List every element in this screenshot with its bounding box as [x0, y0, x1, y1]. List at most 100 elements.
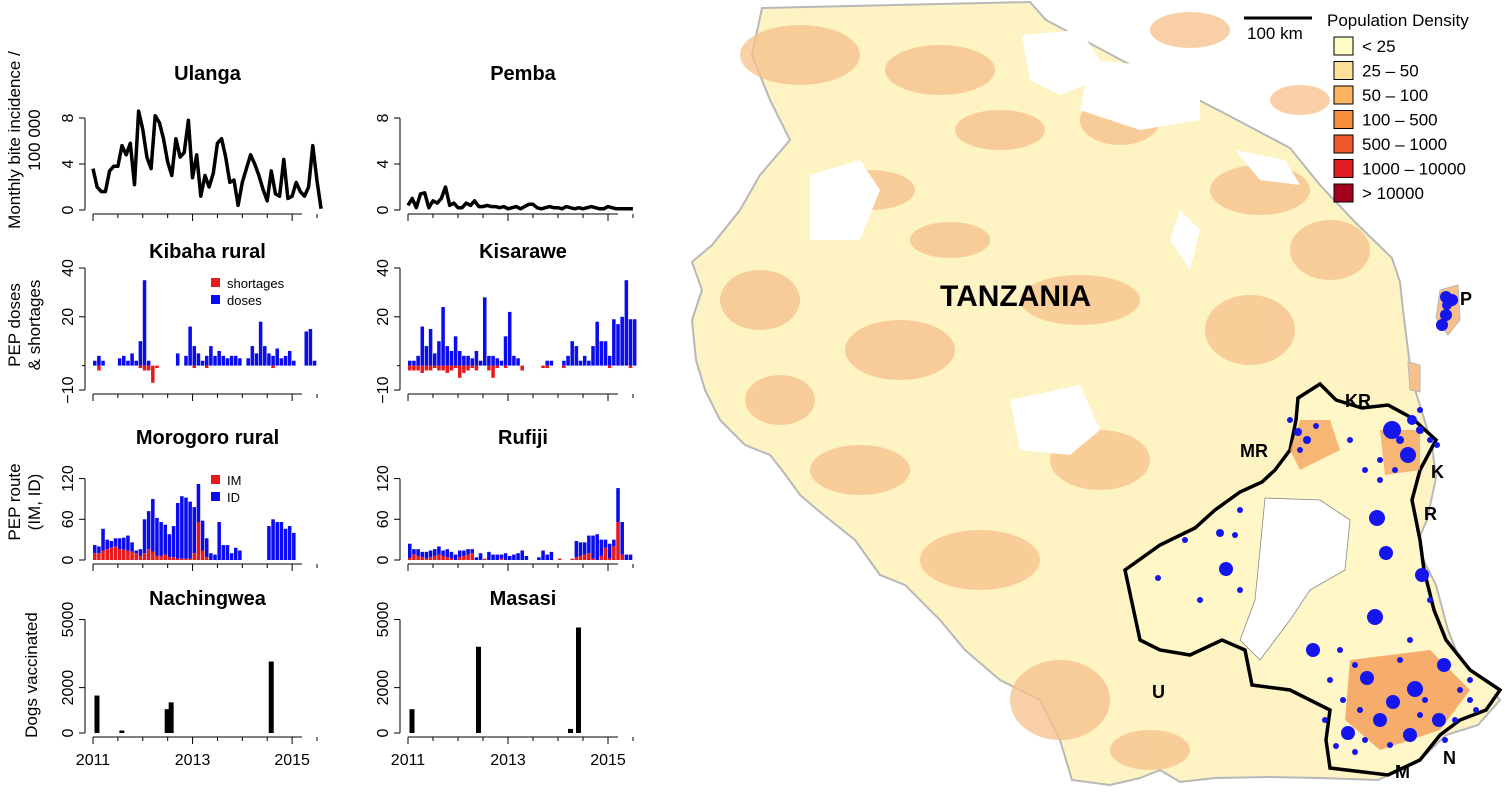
bar-doses [570, 341, 574, 366]
legend-swatch [1333, 134, 1354, 154]
bar-im [570, 558, 574, 560]
bar-id [109, 541, 114, 548]
bar-id [283, 528, 288, 560]
bar-id [516, 553, 520, 560]
facility-point [1407, 681, 1423, 697]
bar-doses [97, 355, 101, 366]
y-axis-label: (IM, ID) [25, 474, 44, 531]
bar-doses [595, 321, 599, 366]
bar-id [507, 555, 512, 560]
facility-point [1287, 417, 1293, 423]
y-tick-label: 8 [60, 113, 77, 122]
facility-point [1387, 742, 1393, 748]
y-axis-label: Dogs vaccinated [22, 612, 41, 738]
bar-id [620, 522, 624, 555]
bar-id [612, 539, 616, 547]
panel-rufiji: Rufiji 0 60 120 [375, 427, 634, 571]
bar-im [412, 554, 416, 560]
bar-shortages [520, 365, 524, 371]
bar-id [453, 554, 458, 560]
bar-id [424, 551, 429, 559]
facility-point [1383, 421, 1401, 439]
bar-shortages [155, 365, 159, 369]
bar-doses [599, 341, 604, 366]
density-legend-title: Population Density [1327, 11, 1469, 30]
bar-im [432, 555, 437, 560]
bar-doses [225, 358, 230, 366]
panel-kibaha-rural: Kibaha rural −10 20 40 PEP doses & shortages s… [5, 241, 318, 404]
bar-doses [437, 341, 441, 366]
facility-point [1417, 712, 1423, 718]
panel-kisarawe: Kisarawe −10 20 40 [375, 241, 637, 404]
panel-pemba: Pemba 0 4 8 [375, 63, 634, 221]
bar-doses [209, 346, 213, 366]
time-series-panels: Ulanga 0 4 8 Monthly bite incidence /100 000… [5, 51, 637, 769]
legend-label: 100 – 500 [1362, 111, 1438, 130]
y-tick-label: 40 [60, 259, 77, 277]
facility-point [1415, 568, 1429, 582]
bar-shortages [151, 365, 155, 383]
bar-im [180, 558, 184, 560]
bar-shortages [142, 365, 147, 371]
bar [476, 646, 481, 733]
facility-point [1373, 713, 1387, 727]
bar-id [271, 519, 275, 560]
bar-doses [117, 358, 122, 366]
panel-title: Rufiji [498, 427, 548, 449]
y-tick-label: 20 [375, 308, 392, 326]
bar-id [113, 538, 118, 547]
facility-point [1452, 717, 1458, 723]
bar-im [117, 549, 122, 560]
facility-point [1369, 510, 1385, 526]
y-tick-label: 4 [60, 159, 77, 168]
bar-im [142, 553, 147, 560]
bar-shortages [466, 365, 470, 371]
x-tick-label: 2011 [391, 752, 426, 769]
bar-id [93, 545, 97, 554]
panel-ulanga: Ulanga 0 4 8 Monthly bite incidence /100 000 [5, 51, 323, 229]
bar-doses [432, 353, 437, 366]
study-density-patches-3 [1380, 430, 1420, 475]
bar-im [416, 555, 420, 560]
bar-doses [126, 360, 130, 366]
bar-id [200, 520, 205, 551]
facility-point [1427, 597, 1433, 603]
bar-doses [217, 350, 221, 366]
bar-doses [238, 358, 242, 366]
region-label-u: U [1152, 682, 1165, 702]
bar-id [292, 532, 296, 560]
bar-doses [263, 346, 267, 366]
bar-doses [188, 326, 192, 366]
health-facility-points [1155, 291, 1479, 755]
y-tick-label: 8 [375, 113, 392, 122]
bar-im [616, 522, 620, 560]
bar-id [591, 535, 595, 559]
y-axis-label: PEP doses [5, 283, 24, 367]
bar [168, 702, 174, 733]
bar-shortages [462, 365, 466, 373]
panel-title: Nachingwea [149, 588, 267, 610]
facility-point [1237, 587, 1243, 593]
bar-id [478, 553, 483, 560]
bar-shortages [192, 365, 197, 369]
facility-point [1432, 713, 1446, 727]
bar-id [233, 547, 238, 560]
bar-im [109, 547, 114, 560]
bar-doses [574, 346, 579, 366]
facility-point [1396, 436, 1404, 444]
bar-doses [130, 353, 134, 366]
facility-point [1417, 407, 1423, 413]
bar-doses [412, 360, 416, 366]
bar-shortages [97, 365, 101, 371]
y-tick-label: 0 [60, 205, 77, 214]
bar-id [487, 551, 491, 560]
bar-shortages [503, 365, 508, 369]
zanzibar-island [1407, 361, 1421, 393]
bar-shortages [491, 365, 495, 378]
bar-id [545, 554, 549, 560]
region-label-k: K [1431, 462, 1444, 482]
bar [164, 709, 170, 733]
region-label-r: R [1424, 504, 1437, 524]
bar-doses [482, 297, 487, 366]
